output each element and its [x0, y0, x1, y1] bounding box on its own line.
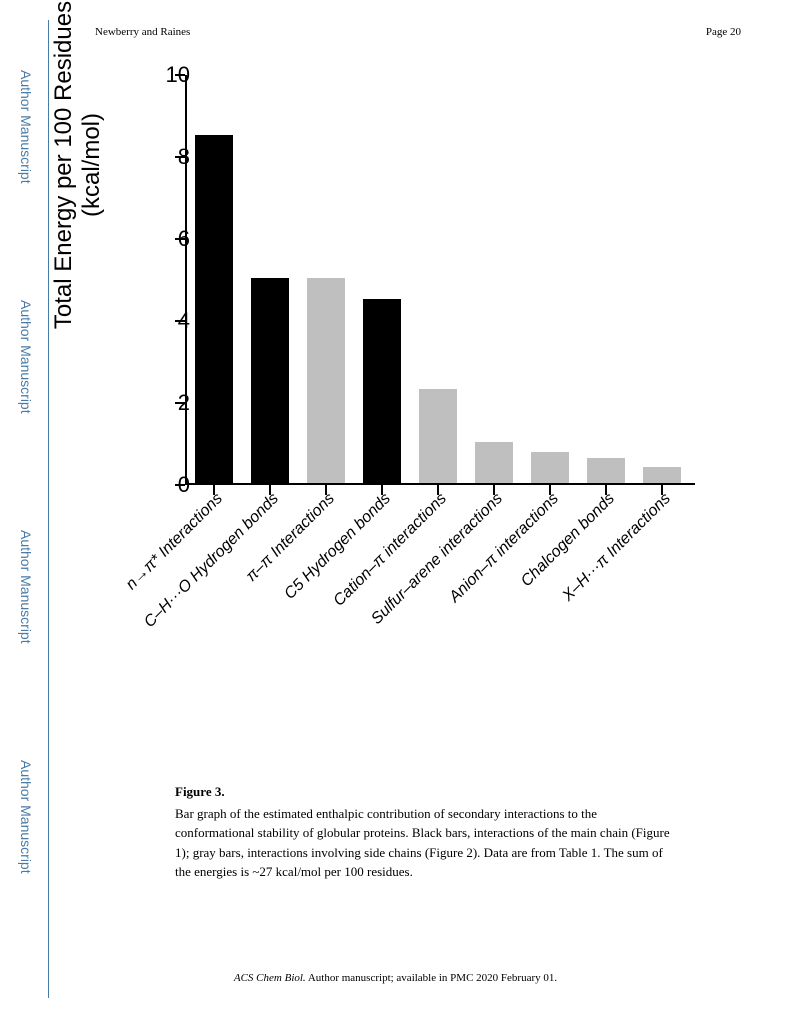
y-tick-label: 4: [178, 308, 190, 334]
y-tick-label: 2: [178, 390, 190, 416]
margin-rule: [48, 20, 49, 998]
bar-chart: Total Energy per 100 Residues (kcal/mol)…: [100, 65, 710, 680]
caption-title: Figure 3.: [175, 782, 675, 802]
bar: [307, 278, 345, 483]
bar: [531, 452, 569, 483]
footer-journal: ACS Chem Biol.: [234, 972, 306, 984]
figure-caption: Figure 3. Bar graph of the estimated ent…: [175, 782, 675, 882]
y-axis-label-line1: Total Energy per 100 Residues: [50, 0, 78, 365]
header-page: Page 20: [706, 26, 741, 38]
bar: [363, 299, 401, 484]
y-axis-line: [185, 75, 187, 485]
y-axis-label-line2: (kcal/mol): [78, 0, 106, 365]
page-footer: ACS Chem Biol. Author manuscript; availa…: [0, 972, 791, 984]
watermark-3: Author Manuscript: [18, 530, 34, 644]
bar: [251, 278, 289, 483]
bar: [643, 467, 681, 483]
bar: [475, 442, 513, 483]
y-axis-label: Total Energy per 100 Residues (kcal/mol): [50, 0, 106, 365]
watermark-4: Author Manuscript: [18, 760, 34, 874]
y-tick-label: 10: [166, 62, 190, 88]
y-tick-label: 6: [178, 226, 190, 252]
watermark-1: Author Manuscript: [18, 70, 34, 184]
footer-rest: Author manuscript; available in PMC 2020…: [306, 972, 557, 984]
watermark-2: Author Manuscript: [18, 300, 34, 414]
caption-text: Bar graph of the estimated enthalpic con…: [175, 806, 670, 880]
bar: [195, 135, 233, 484]
y-tick-label: 8: [178, 144, 190, 170]
page-header: Newberry and Raines Page 20: [95, 26, 741, 38]
plot-area: [185, 75, 695, 485]
bar: [587, 458, 625, 483]
x-labels: n→π* InteractionsC–H···O Hydrogen bondsπ…: [185, 485, 695, 685]
header-authors: Newberry and Raines: [95, 26, 190, 38]
bar: [419, 389, 457, 483]
